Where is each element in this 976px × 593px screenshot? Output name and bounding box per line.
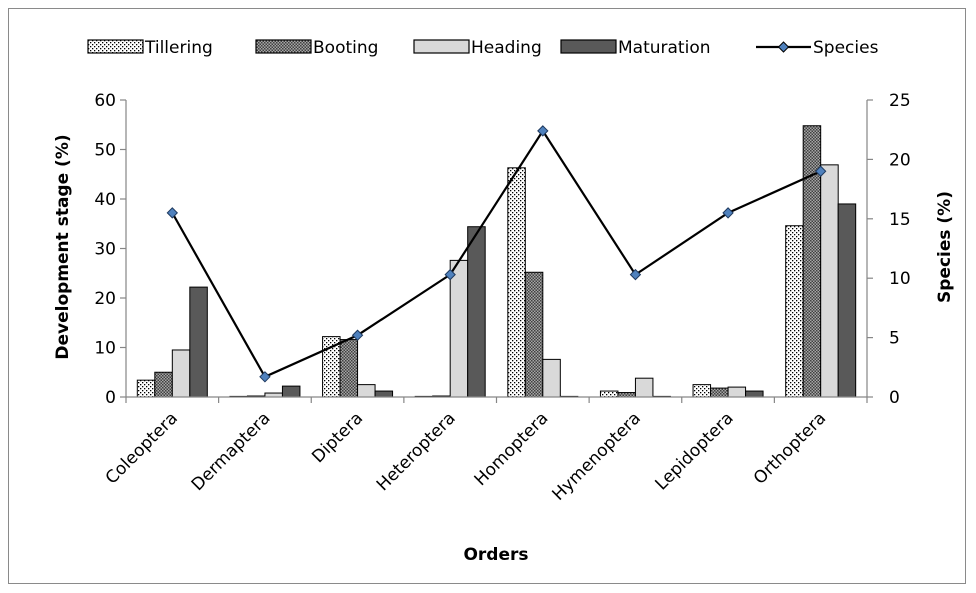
bar-heading-lepidoptera	[727, 386, 747, 398]
y2-tick-label: 0	[889, 388, 900, 408]
x-tick-label-orthoptera: Orthoptera	[750, 408, 830, 488]
x-axis-title: Orders	[463, 545, 528, 565]
bar-maturation-lepidoptera	[745, 390, 764, 398]
bar-booting-homoptera	[524, 271, 544, 398]
y-tick-label: 30	[94, 240, 116, 260]
bar-tillering-diptera	[322, 336, 341, 398]
y-tick-label: 10	[94, 339, 116, 359]
y-tick-label: 60	[94, 91, 116, 111]
bar-maturation-diptera	[374, 390, 394, 398]
legend: Tillering Booting Heading Maturation Spe…	[87, 38, 879, 58]
bar-tillering-lepidoptera	[692, 384, 712, 398]
legend-swatch-tillering	[87, 39, 144, 54]
bar-booting-hymenoptera	[617, 392, 636, 398]
point-species-lepidoptera	[722, 207, 734, 219]
bar-heading-heteroptera	[449, 259, 469, 398]
x-tick-label-heteroptera: Heteroptera	[373, 408, 460, 495]
point-species-diptera	[351, 329, 364, 341]
bar-heading-orthoptera	[820, 164, 839, 398]
bar-maturation-dermaptera	[281, 385, 301, 398]
legend-label-species: Species	[813, 38, 879, 58]
legend-label-heading: Heading	[471, 38, 542, 58]
legend-swatch-maturation	[560, 39, 617, 54]
bar-tillering-coleoptera	[136, 379, 156, 398]
point-species-homoptera	[537, 125, 549, 137]
bar-heading-coleoptera	[171, 349, 191, 398]
legend-label-booting: Booting	[313, 38, 378, 58]
y-tick-label: 0	[105, 388, 116, 408]
legend-item-maturation: Maturation	[560, 38, 711, 58]
legend-item-species: Species	[756, 38, 879, 58]
point-species-coleoptera	[166, 207, 179, 219]
bar-booting-orthoptera	[802, 125, 822, 398]
y2-tick-label: 5	[889, 329, 900, 349]
bar-tillering-orthoptera	[785, 225, 804, 398]
x-tick-label-coleoptera: Coleoptera	[102, 408, 182, 488]
bar-heading-homoptera	[542, 358, 561, 398]
legend-swatch-booting	[255, 39, 312, 54]
legend-swatch-heading	[413, 39, 470, 54]
y2-tick-label: 20	[889, 150, 911, 170]
point-species-orthoptera	[814, 165, 827, 177]
point-species-hymenoptera	[629, 268, 642, 281]
x-tick-label-dermaptera: Dermaptera	[188, 408, 275, 495]
y2-axis-title: Species (%)	[935, 191, 955, 303]
legend-item-booting: Booting	[255, 38, 378, 58]
bar-maturation-coleoptera	[189, 286, 208, 398]
y2-tick-label: 25	[889, 91, 911, 111]
y2-tick-label: 15	[889, 210, 911, 230]
y-tick-label: 20	[94, 289, 116, 309]
legend-label-maturation: Maturation	[618, 38, 711, 58]
y2-tick-label: 10	[889, 269, 911, 289]
x-tick-label-diptera: Diptera	[308, 408, 367, 467]
y-tick-label: 40	[94, 190, 116, 210]
bar-tillering-hymenoptera	[599, 390, 619, 398]
legend-item-heading: Heading	[413, 38, 542, 58]
line-species	[171, 128, 822, 379]
x-tick-label-lepidoptera: Lepidoptera	[652, 408, 738, 494]
bar-heading-diptera	[357, 384, 376, 398]
legend-marker-species	[777, 41, 790, 53]
bar-tillering-homoptera	[507, 167, 526, 398]
bar-heading-hymenoptera	[634, 377, 654, 398]
plot-area: 0 10 20 30 40 50 60 0 5 10 15 20 25 Coleoptera Dermapt…	[94, 91, 910, 505]
legend-item-tillering: Tillering	[87, 38, 213, 58]
y-tick-label: 50	[94, 141, 116, 161]
y-axis-title: Development stage (%)	[53, 134, 73, 359]
x-tick-label-hymenoptera: Hymenoptera	[549, 408, 645, 504]
bar-booting-coleoptera	[154, 371, 173, 398]
bar-maturation-heteroptera	[467, 226, 486, 398]
bar-booting-diptera	[339, 339, 359, 398]
legend-label-tillering: Tillering	[144, 38, 213, 58]
bar-maturation-orthoptera	[837, 203, 857, 398]
point-species-heteroptera	[444, 268, 456, 281]
x-tick-label-homoptera: Homoptera	[471, 408, 553, 490]
point-species-dermaptera	[259, 371, 271, 383]
bar-booting-lepidoptera	[710, 387, 729, 398]
